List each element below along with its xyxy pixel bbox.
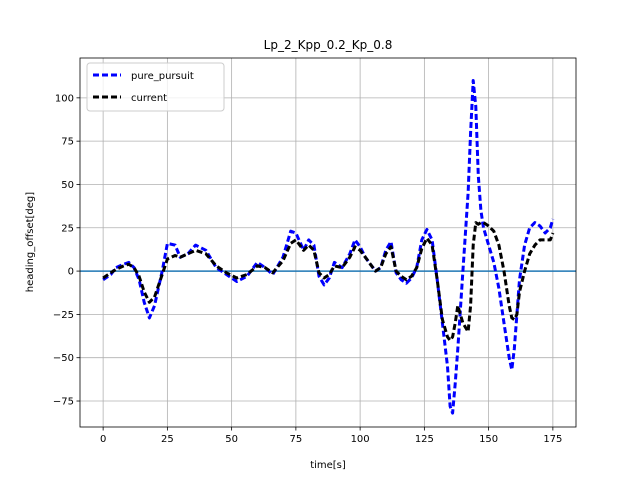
x-axis-ticks: 0 25 50 75 100 125 150 175 — [100, 427, 562, 445]
x-tick-label: 0 — [100, 434, 106, 445]
y-axis-ticks: −75 −50 −25 0 25 50 75 100 — [53, 93, 80, 408]
y-tick-label: 0 — [68, 267, 74, 278]
x-tick-label: 100 — [351, 434, 370, 445]
x-tick-label: 50 — [225, 434, 238, 445]
y-tick-label: 75 — [61, 137, 74, 148]
chart-title: Lp_2_Kpp_0.2_Kp_0.8 — [264, 38, 393, 52]
x-tick-label: 125 — [415, 434, 434, 445]
y-tick-label: 25 — [61, 223, 74, 234]
y-tick-label: −75 — [53, 397, 74, 408]
y-axis-label: heading_offset[deg] — [25, 192, 36, 292]
legend-label-current: current — [131, 93, 167, 104]
legend-box — [86, 62, 225, 112]
x-tick-label: 150 — [479, 434, 498, 445]
plot-frame — [79, 57, 577, 428]
legend-label-pure-pursuit: pure_pursuit — [131, 71, 194, 82]
x-axis-label: time[s] — [310, 460, 346, 471]
x-tick-label: 25 — [161, 434, 174, 445]
series-line-current — [102, 221, 555, 342]
x-tick-label: 175 — [543, 434, 562, 445]
series-group — [102, 79, 555, 415]
y-tick-label: −25 — [53, 310, 74, 321]
grid-lines — [80, 58, 576, 427]
y-tick-label: 50 — [61, 180, 74, 191]
y-tick-label: −50 — [53, 353, 74, 364]
legend: pure_pursuit current — [86, 62, 225, 112]
y-tick-label: 100 — [55, 93, 74, 104]
x-tick-label: 75 — [290, 434, 303, 445]
